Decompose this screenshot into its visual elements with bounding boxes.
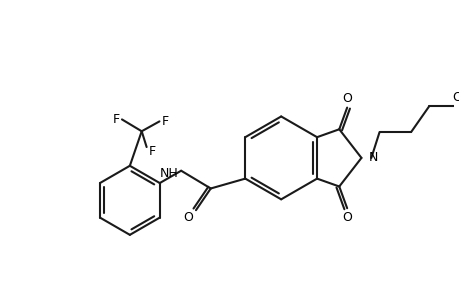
Text: F: F (149, 146, 156, 158)
Text: O: O (341, 92, 351, 105)
Text: O: O (341, 211, 351, 224)
Text: NH: NH (160, 167, 178, 180)
Text: O: O (183, 211, 193, 224)
Text: O: O (451, 91, 459, 104)
Text: F: F (112, 113, 119, 126)
Text: F: F (162, 115, 168, 128)
Text: N: N (368, 152, 377, 164)
